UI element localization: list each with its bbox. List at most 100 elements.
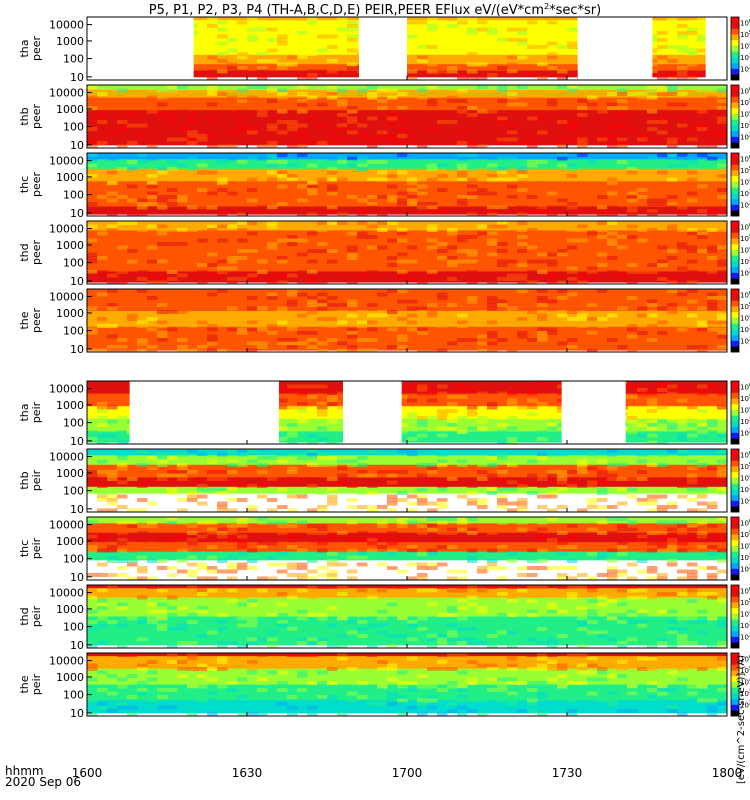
flux-cell (717, 88, 727, 93)
flux-cell (97, 317, 108, 321)
flux-cell (547, 85, 558, 89)
flux-cell (167, 188, 178, 192)
flux-cell (347, 198, 358, 203)
flux-cell (717, 473, 727, 478)
flux-cell (277, 34, 288, 39)
flux-cell (717, 331, 727, 335)
flux-cell (567, 459, 578, 464)
flux-cell (657, 545, 668, 549)
flux-cell (447, 167, 458, 171)
flux-cell (257, 221, 268, 225)
flux-cell (157, 338, 168, 342)
flux-cell (97, 508, 108, 512)
flux-cell (707, 573, 718, 577)
flux-cell (327, 95, 338, 100)
flux-cell (677, 245, 688, 250)
flux-cell (167, 242, 178, 246)
flux-cell (237, 341, 248, 346)
flux-cell (397, 238, 408, 243)
flux-cell (697, 191, 708, 196)
flux-cell (457, 167, 468, 171)
colorbar-tick-label: 104 (740, 110, 750, 119)
flux-cell (677, 327, 688, 332)
flux-cell (547, 102, 558, 107)
flux-cell (207, 620, 218, 624)
flux-cell (267, 538, 278, 542)
flux-cell (227, 602, 238, 607)
flux-cell (537, 653, 548, 657)
flux-cell (427, 588, 438, 593)
flux-cell (597, 252, 608, 257)
flux-cell (467, 498, 478, 502)
flux-cell (257, 670, 268, 675)
flux-cell (447, 120, 458, 124)
flux-cell (277, 620, 288, 624)
flux-cell (337, 480, 348, 485)
flux-cell (667, 426, 678, 431)
flux-cell (467, 412, 478, 417)
flux-cell (617, 85, 628, 89)
flux-cell (247, 27, 258, 32)
flux-cell (287, 627, 298, 631)
flux-cell (467, 405, 478, 410)
flux-cell (497, 177, 508, 182)
flux-cell (297, 102, 308, 107)
flux-cell (517, 188, 528, 192)
flux-cell (117, 524, 128, 528)
flux-cell (527, 698, 538, 703)
colorbar-tick-label: 105 (740, 530, 750, 539)
flux-cell (87, 419, 98, 424)
flux-cell (617, 252, 628, 257)
flux-cell (177, 534, 188, 539)
flux-cell (377, 228, 388, 232)
y-tick-label: 1000 (56, 399, 84, 412)
colorbar-segment (731, 334, 739, 341)
flux-cell (377, 160, 388, 164)
flux-cell (507, 681, 518, 685)
flux-cell (227, 296, 238, 300)
flux-cell (487, 160, 498, 164)
flux-cell (567, 205, 578, 210)
flux-cell (567, 698, 578, 703)
flux-cell (287, 695, 298, 699)
flux-cell (427, 416, 438, 420)
flux-cell (297, 620, 308, 624)
flux-cell (327, 45, 338, 49)
flux-cell (207, 55, 218, 60)
flux-cell (217, 505, 228, 509)
flux-cell (397, 127, 408, 131)
flux-cell (657, 331, 668, 335)
flux-cell (397, 456, 408, 460)
flux-cell (367, 449, 378, 453)
flux-cell (317, 641, 328, 645)
flux-cell (377, 106, 388, 110)
flux-cell (527, 609, 538, 614)
flux-cell (107, 130, 118, 135)
flux-cell (657, 452, 668, 457)
flux-cell (237, 55, 248, 60)
flux-cell (107, 181, 118, 185)
flux-cell (297, 123, 308, 128)
flux-cell (317, 327, 328, 332)
flux-cell (477, 34, 488, 39)
flux-cell (187, 113, 198, 117)
flux-cell (397, 592, 408, 596)
flux-cell (687, 470, 698, 474)
flux-cell (667, 592, 678, 596)
flux-cell (397, 134, 408, 138)
flux-cell (167, 85, 178, 89)
flux-cell (327, 463, 338, 467)
flux-cell (707, 120, 718, 124)
colorbar-segment (731, 96, 739, 103)
flux-cell (397, 520, 408, 525)
flux-cell (187, 656, 198, 661)
flux-cell (127, 653, 138, 657)
flux-cell (287, 555, 298, 560)
flux-cell (417, 20, 428, 25)
flux-cell (607, 623, 618, 628)
flux-cell (347, 62, 358, 67)
flux-cell (617, 573, 628, 577)
flux-cell (707, 670, 718, 675)
flux-cell (507, 177, 518, 182)
flux-cell (237, 602, 248, 607)
